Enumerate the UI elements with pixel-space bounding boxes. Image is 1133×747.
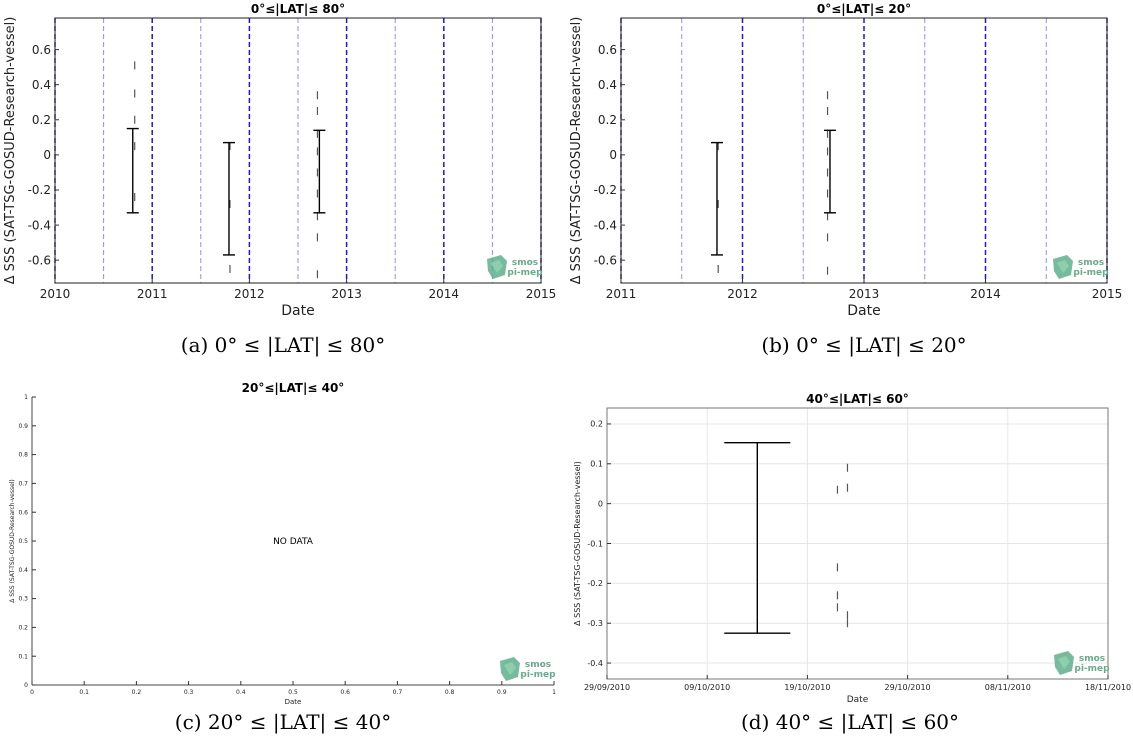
y-tick-label: 0.8 [18,452,28,459]
y-axis-label: Δ SSS (SAT-TSG-GOSUD-Research-vessel) [3,17,18,285]
x-tick-label: 2015 [1092,287,1123,301]
x-tick-label: 0 [30,689,34,696]
y-tick-label: 0.1 [590,460,603,469]
x-tick-label: 08/11/2010 [985,683,1031,692]
y-axis-label: Δ SSS (SAT-TSG-GOSUD-Research-vessel) [9,479,16,603]
x-tick-label: 2012 [234,287,265,301]
x-tick-label: 2014 [429,287,460,301]
caption-b: (b) 0° ≤ |LAT| ≤ 20° [761,333,967,357]
chart-title: 40°≤|LAT|≤ 60° [806,392,909,406]
y-tick-label: 1 [24,394,28,401]
y-tick-label: 0.1 [18,653,28,660]
y-tick-label: 0.4 [598,78,617,92]
x-tick-label: 0.2 [132,689,142,696]
logo-text-smos: smos [512,258,538,268]
caption-d: (d) 40° ≤ |LAT| ≤ 60° [740,710,960,734]
y-tick-label: -0.1 [587,539,603,548]
chart-panel-c: 0 0.1 0.2 0.3 0.4 0.5 0.6 0.7 0.8 0.9 1 0 0.1 0.2 0.3 0… [9,381,556,706]
chart-panel-d: 29/09/2010 09/10/2010 19/10/2010 29/10/2010… [573,392,1131,705]
y-tick-label: 0.9 [18,423,28,430]
logo-text-smos: smos [1079,654,1105,664]
y-tick-label: -0.4 [587,659,603,668]
logo-text-pimep: pi-mep [1073,268,1109,278]
x-tick-label: 2015 [526,287,557,301]
y-tick-label: -0.4 [28,218,51,232]
x-tick-label: 0.6 [340,689,350,696]
y-axis-label: Δ SSS (SAT-TSG-GOSUD-Research-vessel) [573,461,582,626]
y-tick-label: 0.5 [18,538,28,545]
chart-title: 0°≤|LAT|≤ 80° [251,2,345,16]
chart-panel-a: 2010 2011 2012 2013 2014 2015 -0.6 -0.4 -0.2 0 0.2… [3,2,557,319]
logo-text-pimep: pi-mep [520,670,556,680]
logo-mark-highlight-icon [504,662,516,675]
x-tick-label: 2011 [137,287,168,301]
y-tick-label: 0.6 [598,43,617,57]
x-axis-label: Date [847,303,880,319]
x-tick-label: 2013 [331,287,362,301]
y-tick-label: -0.4 [594,218,617,232]
plot-frame [54,17,542,284]
x-tick-label: 0.1 [79,689,89,696]
y-tick-label: 0.6 [18,509,28,516]
y-tick-label: 0.4 [18,567,28,574]
y-tick-label: 0.4 [32,78,51,92]
no-data-annotation: NO DATA [273,537,314,547]
y-tick-label: 0 [609,148,617,162]
logo-text-pimep: pi-mep [507,268,543,278]
x-tick-label: 19/10/2010 [784,683,830,692]
y-tick-label: -0.2 [28,183,51,197]
chart-panel-b: 2011 2012 2013 2014 2015 -0.6 -0.4 -0.2 0 0.2 0.4 0… [569,2,1123,319]
x-tick-label: 0.9 [497,689,507,696]
logo-text-smos: smos [1078,258,1104,268]
chart-title: 20°≤|LAT|≤ 40° [242,381,345,395]
x-tick-label: 0.7 [393,689,403,696]
y-tick-label: 0.7 [18,481,28,488]
y-tick-label: -0.6 [28,253,51,267]
logo-text-smos: smos [525,660,551,670]
x-axis-label: Date [281,303,314,319]
y-axis-label: Δ SSS (SAT-TSG-GOSUD-Research-vessel) [569,17,584,285]
y-tick-label: -0.3 [587,619,603,628]
x-tick-label: 2014 [970,287,1001,301]
y-tick-label: 0.6 [32,43,51,57]
y-tick-label: 0 [24,682,28,689]
y-tick-label: 0.2 [598,113,617,127]
y-tick-label: 0 [598,499,603,508]
logo-text-pimep: pi-mep [1074,664,1110,674]
caption-a: (a) 0° ≤ |LAT| ≤ 80° [180,333,386,357]
logo-mark-highlight-icon [491,260,503,273]
logo-mark-highlight-icon [1058,656,1070,669]
x-tick-label: 0.3 [184,689,194,696]
y-tick-label: 0.2 [18,625,28,632]
y-tick-label: 0.3 [18,596,28,603]
x-tick-label: 0.5 [288,689,298,696]
x-axis-label: Date [847,695,869,705]
x-tick-label: 2011 [606,287,637,301]
x-tick-label: 0.8 [445,689,455,696]
x-tick-label: 29/10/2010 [885,683,931,692]
x-tick-label: 09/10/2010 [684,683,730,692]
y-tick-label: 0 [43,148,51,162]
y-tick-label: -0.6 [594,253,617,267]
x-axis-label: Date [285,698,302,706]
caption-c: (c) 20° ≤ |LAT| ≤ 40° [174,710,392,734]
x-tick-label: 18/11/2010 [1085,683,1131,692]
x-tick-label: 1 [552,689,556,696]
x-tick-label: 2013 [849,287,880,301]
y-tick-label: 0.2 [590,420,603,429]
logo-mark-highlight-icon [1057,260,1069,273]
x-tick-label: 0.4 [236,689,246,696]
x-tick-label: 2012 [727,287,758,301]
y-tick-label: -0.2 [594,183,617,197]
x-tick-label: 2010 [40,287,71,301]
x-tick-label: 29/09/2010 [584,683,630,692]
y-tick-label: -0.2 [587,579,603,588]
chart-title: 0°≤|LAT|≤ 20° [817,2,911,16]
y-tick-label: 0.2 [32,113,51,127]
